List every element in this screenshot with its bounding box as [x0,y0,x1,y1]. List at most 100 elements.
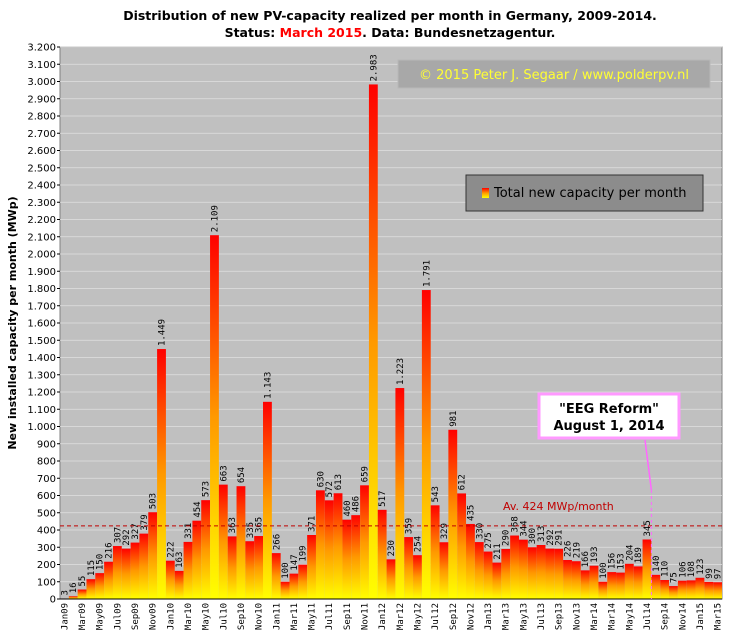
bar [192,520,202,599]
y-tick-label: 3.200 [27,43,56,54]
y-tick-label: 3.000 [27,77,56,88]
bar [139,533,149,599]
value-label: 460 [343,500,353,516]
bar [466,523,475,599]
x-tick-label: Nov09 [149,603,159,630]
bar [580,570,590,599]
y-tick-label: 1.700 [27,301,56,312]
y-tick-label: 0 [50,595,56,606]
bar [607,572,617,599]
x-tick-label: May11 [308,603,318,630]
x-tick-label: Jan10 [166,603,176,630]
y-tick-label: 1.400 [27,353,56,364]
bar [315,490,325,599]
y-tick-label: 800 [37,457,56,468]
bar [642,539,652,599]
x-tick-label: Jan09 [60,603,70,630]
bar [271,553,281,599]
bar [263,401,272,599]
y-tick-label: 1.200 [27,388,56,399]
bar [448,429,458,599]
x-tick-label: Jul09 [113,603,123,630]
x-tick-label: Sep12 [449,603,459,630]
value-label: 115 [87,560,97,576]
bar [483,551,493,599]
value-label: 330 [475,523,485,539]
value-label: 517 [378,491,388,507]
value-label: 100 [281,562,291,578]
value-label: 204 [625,545,635,561]
bar [545,548,555,599]
average-label: Av. 424 MWp/month [503,500,614,513]
bar [571,561,581,599]
x-tick-label: Jul11 [325,603,335,630]
copyright-box [397,59,711,89]
value-label: 1.143 [263,372,273,399]
value-label: 156 [608,553,618,569]
value-label: 1.791 [422,260,432,287]
y-tick-label: 900 [37,439,56,450]
value-label: 211 [493,543,503,559]
y-tick-label: 2.700 [27,129,56,140]
bar [148,512,158,599]
bar [333,493,343,599]
value-label: 313 [537,526,547,542]
value-label: 486 [352,496,362,512]
y-tick-label: 1.500 [27,336,56,347]
bar [713,582,722,599]
value-label: 435 [466,505,476,521]
x-tick-label: Sep09 [131,603,141,630]
subtitle-part: . Data: Bundesnetzagentur. [362,25,555,40]
y-tick-label: 2.300 [27,198,56,209]
value-label: 630 [316,471,326,487]
bar [395,388,405,599]
legend-swatch [482,188,489,198]
y-tick-label: 700 [37,474,56,485]
y-tick-label: 1.000 [27,422,56,433]
value-label: 219 [572,542,582,558]
bar [563,560,572,599]
x-tick-label: Nov11 [361,603,371,630]
value-label: 368 [511,516,521,532]
bar [686,580,696,599]
y-tick-label: 2.100 [27,232,56,243]
value-label: 216 [105,542,115,558]
bar [236,486,246,599]
value-label: 503 [149,493,159,509]
bar [616,572,625,599]
y-tick-label: 200 [37,560,56,571]
value-label: 613 [334,474,344,490]
x-tick-label: Sep11 [343,603,353,630]
bar [227,536,237,599]
bar [112,546,122,599]
bar [254,536,264,599]
value-label: 275 [484,532,494,548]
bar [404,537,414,599]
bar [439,542,449,599]
value-label: 371 [308,516,318,532]
bar [527,547,537,599]
value-label: 16 [69,582,79,593]
subtitle-part: Status: [225,25,280,40]
value-label: 163 [175,552,185,568]
bar [368,84,378,600]
bar [165,560,175,599]
value-label: 254 [413,536,423,552]
bar [245,541,255,599]
value-label: 331 [184,523,194,539]
y-tick-label: 2.900 [27,94,56,105]
x-tick-label: Mar11 [290,603,300,630]
y-tick-label: 1.900 [27,267,56,278]
copyright: © 2015 Peter J. Segaar / www.polderpv.nl [419,68,689,83]
bar [421,290,431,599]
x-tick-label: Jan15 [696,603,706,630]
value-label: 981 [449,411,459,427]
x-tick-label: Jan13 [484,603,494,630]
value-label: 193 [590,546,600,562]
x-tick-label: Nov10 [255,603,265,630]
value-label: 300 [528,528,538,544]
y-tick-label: 2.800 [27,112,56,123]
bar [413,555,422,599]
bar [121,548,131,599]
